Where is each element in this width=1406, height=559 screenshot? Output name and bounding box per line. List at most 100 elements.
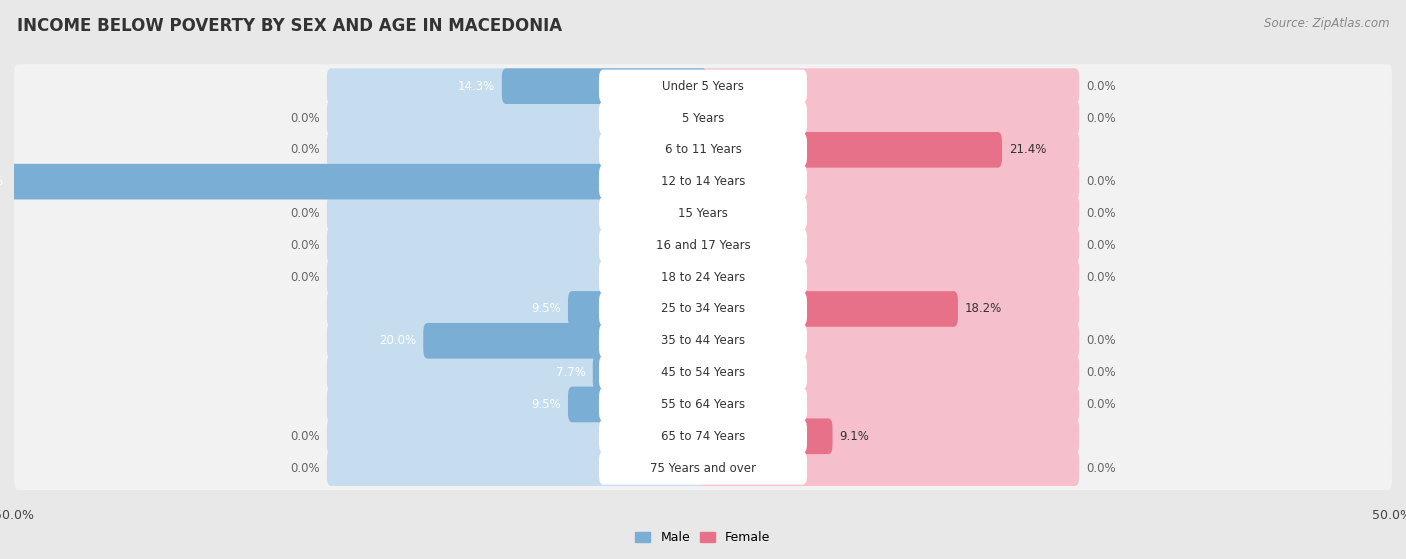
FancyBboxPatch shape (326, 259, 707, 295)
Text: 0.0%: 0.0% (1085, 398, 1116, 411)
Text: 18 to 24 Years: 18 to 24 Years (661, 271, 745, 283)
FancyBboxPatch shape (14, 224, 1392, 267)
Text: INCOME BELOW POVERTY BY SEX AND AGE IN MACEDONIA: INCOME BELOW POVERTY BY SEX AND AGE IN M… (17, 17, 562, 35)
FancyBboxPatch shape (14, 319, 1392, 363)
FancyBboxPatch shape (699, 68, 1080, 104)
Text: 0.0%: 0.0% (1085, 175, 1116, 188)
Text: 0.0%: 0.0% (1085, 207, 1116, 220)
FancyBboxPatch shape (326, 228, 707, 263)
Text: 12 to 14 Years: 12 to 14 Years (661, 175, 745, 188)
FancyBboxPatch shape (326, 100, 707, 136)
FancyBboxPatch shape (699, 132, 1002, 168)
FancyBboxPatch shape (699, 419, 832, 454)
FancyBboxPatch shape (568, 387, 707, 422)
Text: 0.0%: 0.0% (290, 462, 321, 475)
FancyBboxPatch shape (326, 355, 707, 390)
Text: 0.0%: 0.0% (1085, 334, 1116, 347)
FancyBboxPatch shape (593, 355, 707, 390)
FancyBboxPatch shape (599, 165, 807, 198)
Text: 65 to 74 Years: 65 to 74 Years (661, 430, 745, 443)
FancyBboxPatch shape (14, 350, 1392, 395)
FancyBboxPatch shape (326, 164, 707, 200)
FancyBboxPatch shape (14, 255, 1392, 299)
FancyBboxPatch shape (699, 291, 1080, 327)
FancyBboxPatch shape (14, 382, 1392, 427)
FancyBboxPatch shape (326, 291, 707, 327)
Text: 0.0%: 0.0% (1085, 111, 1116, 125)
Text: Under 5 Years: Under 5 Years (662, 80, 744, 93)
FancyBboxPatch shape (699, 419, 1080, 454)
FancyBboxPatch shape (599, 292, 807, 325)
Text: 0.0%: 0.0% (290, 111, 321, 125)
FancyBboxPatch shape (599, 197, 807, 230)
FancyBboxPatch shape (568, 291, 707, 327)
FancyBboxPatch shape (10, 164, 707, 200)
FancyBboxPatch shape (599, 420, 807, 453)
FancyBboxPatch shape (699, 387, 1080, 422)
Text: 6 to 11 Years: 6 to 11 Years (665, 143, 741, 157)
FancyBboxPatch shape (326, 450, 707, 486)
FancyBboxPatch shape (699, 355, 1080, 390)
Text: 16 and 17 Years: 16 and 17 Years (655, 239, 751, 252)
FancyBboxPatch shape (326, 387, 707, 422)
FancyBboxPatch shape (599, 229, 807, 262)
FancyBboxPatch shape (599, 69, 807, 103)
Text: 0.0%: 0.0% (290, 207, 321, 220)
FancyBboxPatch shape (14, 128, 1392, 172)
FancyBboxPatch shape (699, 291, 957, 327)
Text: 9.5%: 9.5% (531, 302, 561, 315)
Text: 0.0%: 0.0% (1085, 239, 1116, 252)
Text: Source: ZipAtlas.com: Source: ZipAtlas.com (1264, 17, 1389, 30)
FancyBboxPatch shape (599, 356, 807, 389)
FancyBboxPatch shape (699, 323, 1080, 359)
FancyBboxPatch shape (599, 133, 807, 167)
FancyBboxPatch shape (699, 164, 1080, 200)
FancyBboxPatch shape (599, 324, 807, 357)
FancyBboxPatch shape (326, 323, 707, 359)
Text: 0.0%: 0.0% (1085, 80, 1116, 93)
FancyBboxPatch shape (699, 450, 1080, 486)
Text: 7.7%: 7.7% (555, 366, 586, 379)
FancyBboxPatch shape (502, 68, 707, 104)
FancyBboxPatch shape (14, 287, 1392, 331)
FancyBboxPatch shape (699, 132, 1080, 168)
Text: 25 to 34 Years: 25 to 34 Years (661, 302, 745, 315)
Text: 0.0%: 0.0% (290, 271, 321, 283)
Text: 18.2%: 18.2% (965, 302, 1002, 315)
FancyBboxPatch shape (14, 192, 1392, 235)
FancyBboxPatch shape (599, 101, 807, 135)
FancyBboxPatch shape (14, 64, 1392, 108)
Text: 0.0%: 0.0% (290, 239, 321, 252)
Text: 9.1%: 9.1% (839, 430, 869, 443)
Text: 0.0%: 0.0% (290, 143, 321, 157)
FancyBboxPatch shape (599, 388, 807, 421)
Text: 14.3%: 14.3% (458, 80, 495, 93)
Text: 55 to 64 Years: 55 to 64 Years (661, 398, 745, 411)
Text: 50.0%: 50.0% (0, 175, 3, 188)
FancyBboxPatch shape (599, 452, 807, 485)
Text: 21.4%: 21.4% (1010, 143, 1046, 157)
FancyBboxPatch shape (699, 196, 1080, 231)
Text: 75 Years and over: 75 Years and over (650, 462, 756, 475)
FancyBboxPatch shape (599, 260, 807, 293)
Text: 0.0%: 0.0% (290, 430, 321, 443)
FancyBboxPatch shape (326, 68, 707, 104)
FancyBboxPatch shape (699, 228, 1080, 263)
FancyBboxPatch shape (326, 419, 707, 454)
FancyBboxPatch shape (14, 446, 1392, 490)
Text: 15 Years: 15 Years (678, 207, 728, 220)
FancyBboxPatch shape (326, 132, 707, 168)
FancyBboxPatch shape (14, 96, 1392, 140)
Text: 0.0%: 0.0% (1085, 366, 1116, 379)
Text: 45 to 54 Years: 45 to 54 Years (661, 366, 745, 379)
FancyBboxPatch shape (326, 196, 707, 231)
FancyBboxPatch shape (14, 160, 1392, 203)
Text: 0.0%: 0.0% (1085, 271, 1116, 283)
FancyBboxPatch shape (699, 100, 1080, 136)
Text: 0.0%: 0.0% (1085, 462, 1116, 475)
Text: 9.5%: 9.5% (531, 398, 561, 411)
FancyBboxPatch shape (14, 414, 1392, 458)
Legend: Male, Female: Male, Female (630, 526, 776, 549)
Text: 20.0%: 20.0% (380, 334, 416, 347)
FancyBboxPatch shape (423, 323, 707, 359)
